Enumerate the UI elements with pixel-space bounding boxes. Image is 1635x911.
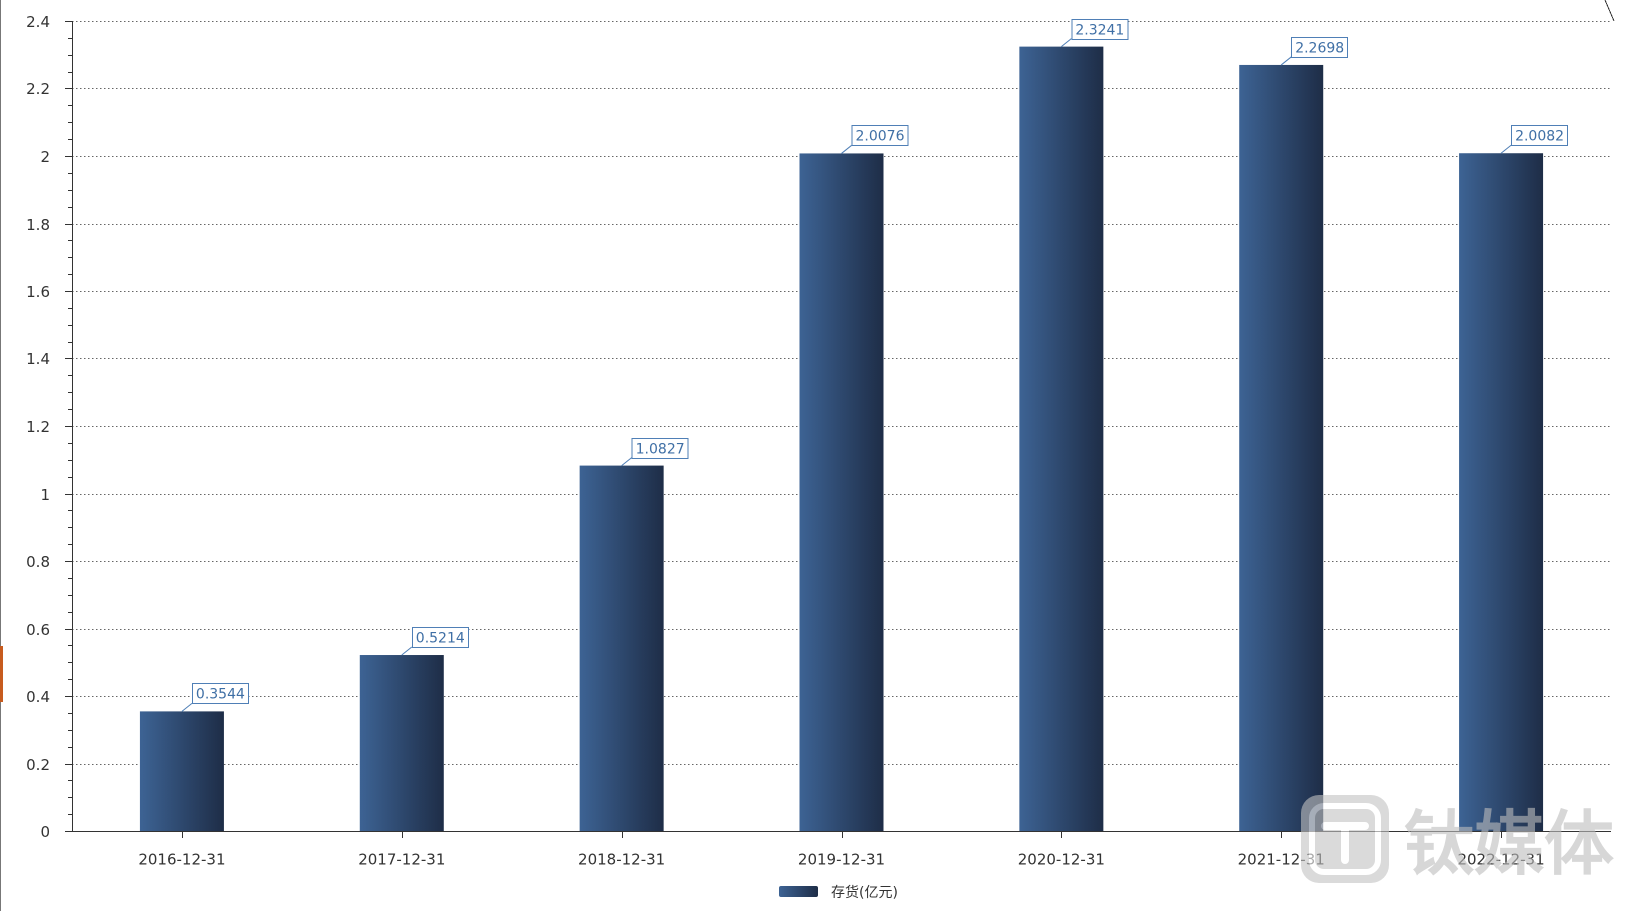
value-label-leader <box>1500 144 1512 154</box>
value-label-leader <box>621 457 632 466</box>
value-label: 2.3241 <box>1061 19 1129 48</box>
value-labels: 0.3544 0.5214 1.0827 2.0076 2.3241 2.2698 2.00… <box>181 19 1569 712</box>
value-label: 1.0827 <box>621 438 689 466</box>
x-tick-label: 2016-12-31 <box>138 850 225 868</box>
value-label: 0.3544 <box>181 683 249 712</box>
y-tick-label: 2 <box>40 148 50 166</box>
y-tick-label: 0.6 <box>26 621 50 639</box>
value-label-text: 2.3241 <box>1075 22 1124 38</box>
value-label-text: 2.2698 <box>1295 40 1344 56</box>
value-label-leader <box>1061 38 1072 48</box>
bar <box>579 465 664 831</box>
value-label-leader <box>401 646 413 656</box>
legend-swatch <box>779 886 818 897</box>
value-label-leader <box>1280 56 1292 66</box>
watermark: 钛媒体 <box>1301 795 1614 885</box>
y-tick-label: 0.2 <box>26 756 50 774</box>
value-label-text: 1.0827 <box>636 441 685 457</box>
value-label-box <box>411 627 469 648</box>
value-label: 2.2698 <box>1280 37 1349 66</box>
x-tick-label: 2019-12-31 <box>798 850 885 868</box>
y-tick-label: 1.6 <box>26 283 50 301</box>
value-label-box <box>1291 37 1349 58</box>
bar-series <box>139 46 1544 832</box>
value-label-box <box>1071 19 1129 40</box>
y-tick-label: 2.4 <box>26 13 50 31</box>
value-label-leader <box>841 145 852 154</box>
value-label-text: 2.0082 <box>1515 128 1564 144</box>
value-label: 2.0076 <box>841 125 909 154</box>
value-label: 2.0082 <box>1500 125 1569 154</box>
value-label: 0.5214 <box>401 627 469 656</box>
value-label-box <box>191 683 249 704</box>
y-axis: 0 0.2 0.4 0.6 0.8 1 1.2 1.4 1.6 1.8 2 2.2 2.4 <box>26 13 73 841</box>
window-left-edge <box>0 0 1 911</box>
legend-label: 存货(亿元) <box>831 884 898 901</box>
corner-line <box>1604 0 1615 22</box>
value-label-box <box>631 438 689 459</box>
taimeiti-logo-icon <box>1301 795 1389 883</box>
x-axis: 2016-12-31 2017-12-31 2018-12-31 2019-12-31… <box>72 831 1611 868</box>
x-tick-label: 2022-12-31 <box>1457 850 1544 868</box>
x-tick-label: 2018-12-31 <box>578 850 665 868</box>
bar <box>139 711 224 831</box>
value-label-text: 2.0076 <box>856 128 905 144</box>
bar <box>799 153 884 831</box>
bar <box>1459 153 1544 832</box>
x-tick-label: 2017-12-31 <box>358 850 445 868</box>
y-tick-label: 1.8 <box>26 216 50 234</box>
value-label-box <box>1511 125 1569 146</box>
y-tick-label: 0 <box>40 823 50 841</box>
y-tick-label: 0.8 <box>26 553 50 571</box>
value-label-text: 0.5214 <box>416 630 465 646</box>
bar <box>1019 46 1104 831</box>
watermark-text: 钛媒体 <box>1404 803 1614 885</box>
y-tick-label: 1.4 <box>26 350 50 368</box>
value-label-leader <box>181 702 193 712</box>
legend-item[interactable]: 存货(亿元) <box>779 884 898 901</box>
legend: 存货(亿元) <box>779 884 898 901</box>
value-label-box <box>851 125 909 146</box>
y-tick-label: 1 <box>40 486 50 504</box>
value-label-text: 0.3544 <box>196 686 245 702</box>
y-tick-label: 1.2 <box>26 418 50 436</box>
window-edge-accent <box>0 646 3 702</box>
y-tick-label: 0.4 <box>26 688 50 706</box>
bar <box>1239 64 1324 831</box>
y-tick-label: 2.2 <box>26 80 50 98</box>
bar <box>359 655 444 831</box>
x-tick-label: 2020-12-31 <box>1018 850 1105 868</box>
